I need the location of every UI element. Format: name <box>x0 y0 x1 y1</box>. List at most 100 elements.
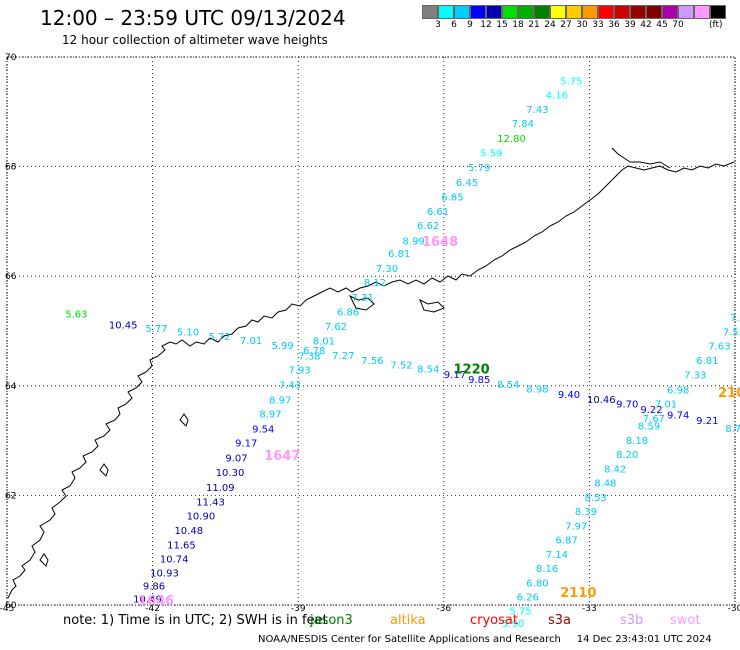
colorbar-swatch <box>646 5 662 19</box>
colorbar-swatch <box>534 5 550 19</box>
wave-height-value: 7.53 <box>723 327 740 338</box>
latitude-tick-label: 60 <box>5 601 17 611</box>
wave-height-value: 8.99 <box>403 236 425 247</box>
footer-note: note: 1) Time is in UTC; 2) SWH is in fe… <box>63 613 328 628</box>
wave-height-value: 7.97 <box>565 521 587 532</box>
colorbar-tick-label: 21 <box>528 20 540 30</box>
wave-height-value: 5.99 <box>272 341 294 352</box>
wave-height-value: 7.62 <box>325 322 347 333</box>
latitude-tick-label: 70 <box>5 53 17 63</box>
colorbar-swatch <box>710 5 726 19</box>
colorbar-swatch <box>662 5 678 19</box>
pass-time-label: 1646 <box>138 594 174 609</box>
wave-height-value: 7.43 <box>279 381 301 392</box>
colorbar-unit: (ft) <box>709 20 723 30</box>
wave-height-value: 5.59 <box>480 149 502 160</box>
wave-height-value: 8.18 <box>626 436 648 447</box>
wave-height-value: 7.52 <box>390 360 412 371</box>
pass-time-label: 1648 <box>422 235 458 250</box>
colorbar-swatch <box>470 5 486 19</box>
wave-height-value: 8.53 <box>585 493 607 504</box>
wave-height-value: 9.74 <box>667 411 689 422</box>
wave-height-value: 11.09 <box>206 483 235 494</box>
wave-height-value: 8.54 <box>417 365 439 376</box>
satellite-legend-s3b: s3b <box>620 613 644 628</box>
colorbar-swatch <box>678 5 694 19</box>
map-title: 12:00 – 23:59 UTC 09/13/2024 <box>40 6 346 30</box>
wave-height-value: 7.14 <box>546 550 568 561</box>
wave-height-value: 7.93 <box>288 366 310 377</box>
latitude-tick-label: 62 <box>5 491 16 501</box>
wave-height-value: 5.72 <box>208 332 230 343</box>
wave-height-value: 10.45 <box>109 320 138 331</box>
longitude-tick-label: -39 <box>291 604 306 614</box>
colorbar-tick-label: 30 <box>576 20 588 30</box>
wave-height-value: 7.33 <box>684 371 706 382</box>
longitude-tick-label: -33 <box>582 604 597 614</box>
wave-height-value: 8.01 <box>313 337 335 348</box>
colorbar-swatch <box>438 5 454 19</box>
wave-height-value: 11.43 <box>196 497 225 508</box>
pass-time-label: 2109 <box>718 386 740 401</box>
wave-height-value: 5.75 <box>509 606 531 617</box>
satellite-legend-altika: altika <box>390 613 426 628</box>
wave-height-value: 6.87 <box>555 536 577 547</box>
latitude-tick-label: 68 <box>5 163 17 173</box>
wave-height-value: 6.26 <box>517 593 539 604</box>
wave-height-value: 10.93 <box>150 569 179 580</box>
colorbar-swatch <box>518 5 534 19</box>
wave-height-value: 7.63 <box>708 342 730 353</box>
wave-height-colorbar <box>422 5 726 19</box>
colorbar-swatch <box>454 5 470 19</box>
wave-height-value: 8.54 <box>497 380 519 391</box>
wave-height-value: 9.21 <box>696 416 718 427</box>
satellite-legend-cryosat: cryosat <box>470 613 518 628</box>
wave-height-value: 6.81 <box>696 356 718 367</box>
wave-height-value: 5.75 <box>560 76 582 87</box>
wave-height-value: 7.31 <box>352 293 374 304</box>
colorbar-swatch <box>582 5 598 19</box>
colorbar-tick-label: 9 <box>467 20 473 30</box>
wave-height-value: 5.10 <box>177 327 199 338</box>
wave-height-value: 6.45 <box>456 178 478 189</box>
longitude-tick-label: -36 <box>436 604 451 614</box>
wave-height-value: 10.90 <box>187 512 216 523</box>
wave-height-value: 8.12 <box>364 278 386 289</box>
wave-height-value: 8.97 <box>269 395 291 406</box>
colorbar-swatch <box>502 5 518 19</box>
colorbar-swatch <box>566 5 582 19</box>
wave-height-value: 7.01 <box>240 336 262 347</box>
wave-height-value: 10.49 <box>133 594 162 605</box>
footer-credit: NOAA/NESDIS Center for Satellite Applica… <box>258 634 712 645</box>
wave-height-value: 9.17 <box>444 370 466 381</box>
colorbar-swatch <box>614 5 630 19</box>
wave-height-value: 8.16 <box>536 564 558 575</box>
colorbar-swatch <box>598 5 614 19</box>
wave-height-value: 10.46 <box>587 395 616 406</box>
colorbar-swatch <box>486 5 502 19</box>
latitude-tick-label: 66 <box>5 272 17 282</box>
wave-height-value: 7.43 <box>526 105 548 116</box>
latitude-tick-label: 64 <box>5 382 17 392</box>
graticule: -45 -42 -39 -36 -33 -30 60 62 64 66 68 70 <box>0 53 740 614</box>
colorbar-tick-label: 3 <box>435 20 441 30</box>
wave-height-value: 7.84 <box>512 119 534 130</box>
colorbar-tick-label: 24 <box>544 20 556 30</box>
wave-height-value: 9.17 <box>235 439 257 450</box>
wave-height-value: 10.30 <box>216 468 245 479</box>
wave-height-value: 8.20 <box>616 450 638 461</box>
wave-height-value: 5.77 <box>145 324 167 335</box>
wave-height-value: 9.07 <box>225 453 247 464</box>
wave-height-value: 9.86 <box>143 582 165 593</box>
wave-height-value: 8.48 <box>594 479 616 490</box>
wave-height-value: 6.85 <box>441 193 463 204</box>
wave-height-value: 7.92 <box>730 313 740 324</box>
colorbar-tick-label: 45 <box>656 20 668 30</box>
wave-height-value: 9.85 <box>468 375 490 386</box>
altimeter-tracks: 10.499.86 10.93 10.74 11.65 10.48 10.90 11.43 1… <box>65 76 740 630</box>
wave-height-value: 6.78 <box>303 346 325 357</box>
colorbar-labels: 3 6 9 12 15 18 21 24 27 30 33 36 39 42 45 70 (ft) <box>422 20 740 32</box>
colorbar-swatch <box>630 5 646 19</box>
wave-height-value: 6.98 <box>667 385 689 396</box>
timestamp-text: 14 Dec 23:43:01 UTC 2024 <box>576 634 712 645</box>
